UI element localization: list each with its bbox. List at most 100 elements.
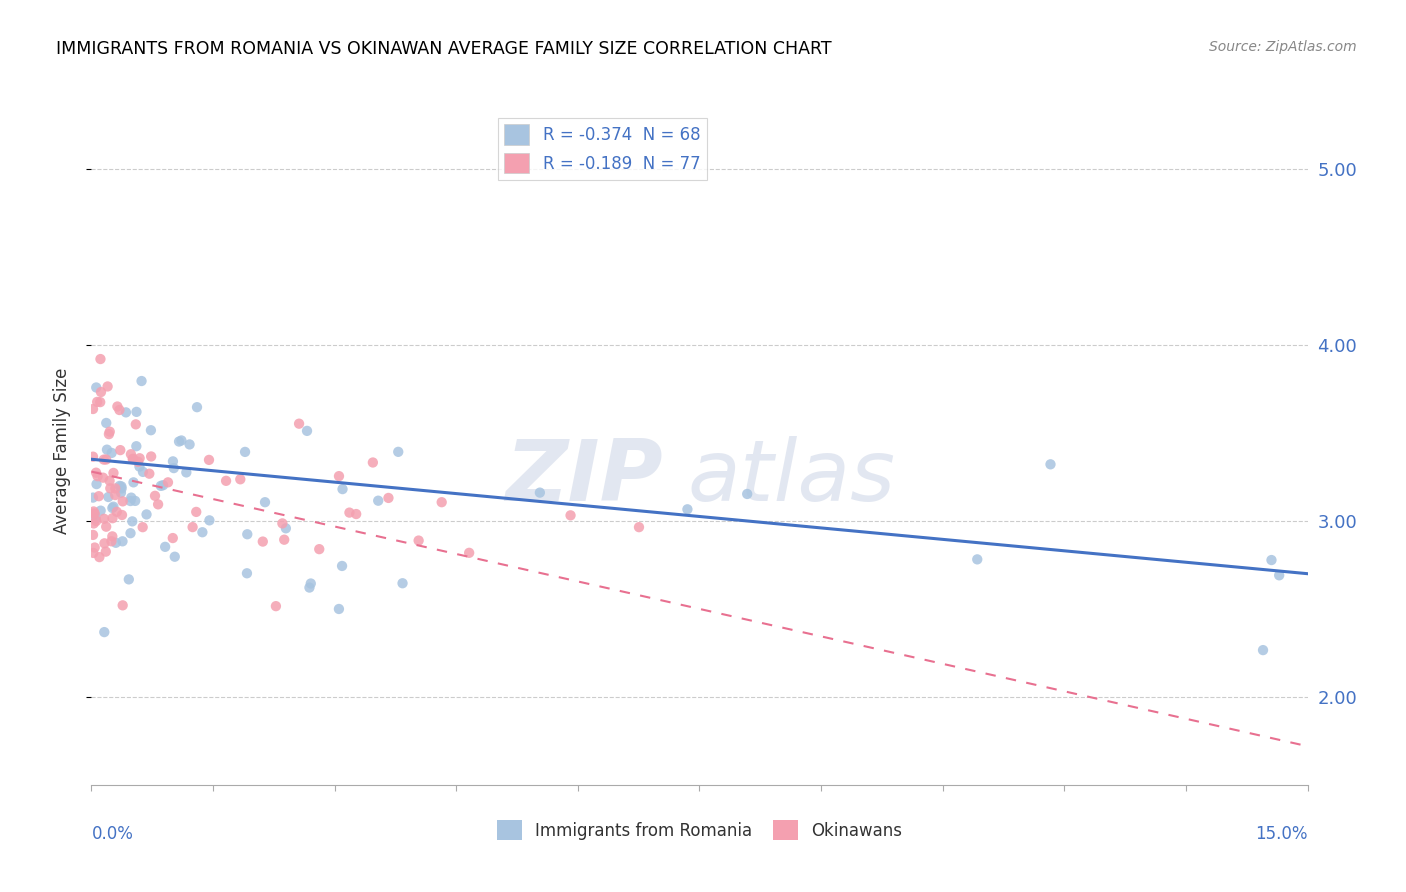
- Point: [253, 495, 276, 509]
- Point: [332, 482, 354, 496]
- Point: [96, 416, 118, 430]
- Point: [96, 442, 118, 457]
- Point: [176, 466, 198, 480]
- Point: [122, 451, 145, 466]
- Point: [529, 485, 551, 500]
- Point: [274, 521, 297, 535]
- Point: [288, 417, 311, 431]
- Point: [103, 466, 125, 480]
- Point: [125, 439, 148, 453]
- Point: [83, 516, 105, 531]
- Point: [198, 453, 221, 467]
- Point: [120, 494, 142, 508]
- Point: [111, 494, 134, 508]
- Point: [83, 507, 105, 521]
- Point: [103, 500, 125, 514]
- Point: [111, 599, 134, 613]
- Point: [93, 512, 115, 526]
- Point: [367, 493, 389, 508]
- Point: [264, 599, 287, 614]
- Text: ZIP: ZIP: [505, 435, 664, 519]
- Point: [299, 576, 322, 591]
- Point: [131, 520, 153, 534]
- Point: [104, 482, 127, 496]
- Point: [89, 550, 111, 565]
- Text: Source: ZipAtlas.com: Source: ZipAtlas.com: [1209, 40, 1357, 54]
- Point: [143, 489, 166, 503]
- Point: [93, 536, 115, 550]
- Point: [1260, 553, 1282, 567]
- Point: [735, 487, 758, 501]
- Point: [96, 519, 118, 533]
- Point: [328, 602, 350, 616]
- Point: [391, 576, 413, 591]
- Point: [162, 454, 184, 468]
- Point: [84, 380, 107, 394]
- Text: atlas: atlas: [688, 435, 896, 519]
- Point: [149, 479, 172, 493]
- Point: [132, 465, 155, 479]
- Point: [252, 534, 274, 549]
- Point: [101, 500, 124, 515]
- Point: [83, 504, 105, 518]
- Point: [125, 405, 148, 419]
- Point: [84, 466, 107, 480]
- Point: [560, 508, 582, 523]
- Point: [236, 527, 259, 541]
- Point: [97, 427, 120, 442]
- Point: [97, 379, 120, 393]
- Point: [1251, 643, 1274, 657]
- Point: [82, 507, 104, 521]
- Point: [330, 558, 353, 573]
- Point: [101, 511, 124, 525]
- Point: [86, 477, 108, 491]
- Point: [122, 475, 145, 490]
- Point: [98, 425, 121, 439]
- Point: [146, 497, 169, 511]
- Point: [120, 526, 142, 541]
- Point: [120, 491, 142, 505]
- Point: [229, 472, 252, 486]
- Point: [94, 544, 117, 558]
- Point: [141, 450, 163, 464]
- Point: [84, 514, 107, 528]
- Point: [108, 403, 131, 417]
- Point: [111, 534, 134, 549]
- Point: [82, 491, 104, 505]
- Point: [84, 511, 107, 525]
- Point: [139, 423, 162, 437]
- Point: [121, 514, 143, 528]
- Point: [110, 479, 132, 493]
- Point: [131, 374, 153, 388]
- Point: [89, 395, 111, 409]
- Point: [408, 533, 430, 548]
- Point: [90, 503, 112, 517]
- Point: [86, 395, 108, 409]
- Point: [179, 437, 201, 451]
- Point: [236, 566, 259, 581]
- Text: 0.0%: 0.0%: [91, 825, 134, 843]
- Point: [89, 352, 111, 367]
- Point: [339, 506, 361, 520]
- Point: [101, 529, 124, 543]
- Point: [387, 445, 409, 459]
- Point: [82, 402, 104, 417]
- Point: [100, 534, 122, 549]
- Legend: R = -0.374  N = 68, R = -0.189  N = 77: R = -0.374 N = 68, R = -0.189 N = 77: [498, 118, 707, 180]
- Point: [966, 552, 988, 566]
- Point: [82, 528, 104, 542]
- Point: [110, 443, 132, 458]
- Text: 15.0%: 15.0%: [1256, 825, 1308, 843]
- Point: [104, 488, 127, 502]
- Point: [120, 447, 142, 461]
- Point: [124, 494, 146, 508]
- Point: [135, 508, 157, 522]
- Point: [163, 549, 186, 564]
- Point: [1268, 568, 1291, 582]
- Point: [83, 541, 105, 555]
- Point: [121, 452, 143, 467]
- Point: [162, 531, 184, 545]
- Point: [110, 485, 132, 500]
- Point: [86, 469, 108, 483]
- Point: [186, 400, 208, 414]
